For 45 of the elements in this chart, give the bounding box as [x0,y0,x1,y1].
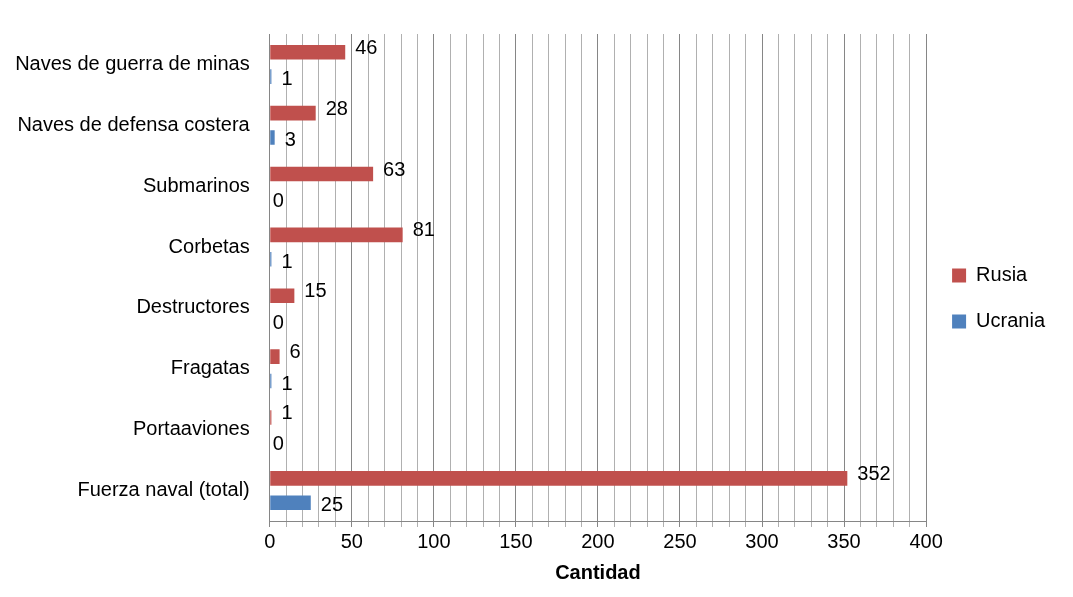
legend-label: Rusia [976,263,1029,286]
y-tick-label: Fuerza naval (total) [77,478,250,501]
bar [270,44,346,60]
data-label: 0 [272,310,284,333]
data-label: 3 [284,128,296,150]
x-tick-label: 200 [581,529,615,552]
data-label: 0 [272,188,284,211]
bar [270,471,848,486]
bar [270,166,374,182]
y-tick-label: Submarinos [143,173,250,196]
y-tick-label: Portaaviones [133,417,250,440]
bar [270,227,403,243]
y-tick-label: Corbetas [168,234,250,257]
data-label: 63 [383,157,406,180]
data-label: 46 [355,35,378,58]
legend-label: Ucrania [976,309,1046,332]
data-label: 25 [320,493,344,516]
y-tick-label: Fragatas [170,356,250,379]
x-tick-label: 300 [745,529,779,552]
bar [270,349,280,364]
data-label: 0 [272,432,284,455]
bar [270,288,295,304]
x-tick-label: 250 [663,529,697,552]
bar [270,105,316,121]
data-label: 1 [281,249,293,272]
y-tick-label: Naves de guerra de minas [15,51,250,74]
y-tick-label: Destructores [136,295,250,318]
x-tick-label: 0 [264,529,276,552]
y-tick-label: Naves de defensa costera [17,112,251,135]
bar [270,130,275,145]
bar [270,495,311,511]
x-tick-label: 400 [909,529,943,552]
data-label: 6 [289,340,301,363]
data-label: 15 [304,279,327,302]
data-label: 1 [281,67,293,90]
x-tick-label: 100 [417,529,451,552]
data-label: 81 [412,218,435,241]
data-label: 28 [325,96,348,119]
x-tick-label: 350 [827,529,861,552]
x-tick-label: 150 [499,529,533,552]
data-label: 1 [281,371,293,394]
x-axis-title: Cantidad [555,560,641,583]
x-tick-label: 50 [340,529,363,552]
data-label: 1 [281,401,293,424]
data-label: 352 [857,461,891,484]
